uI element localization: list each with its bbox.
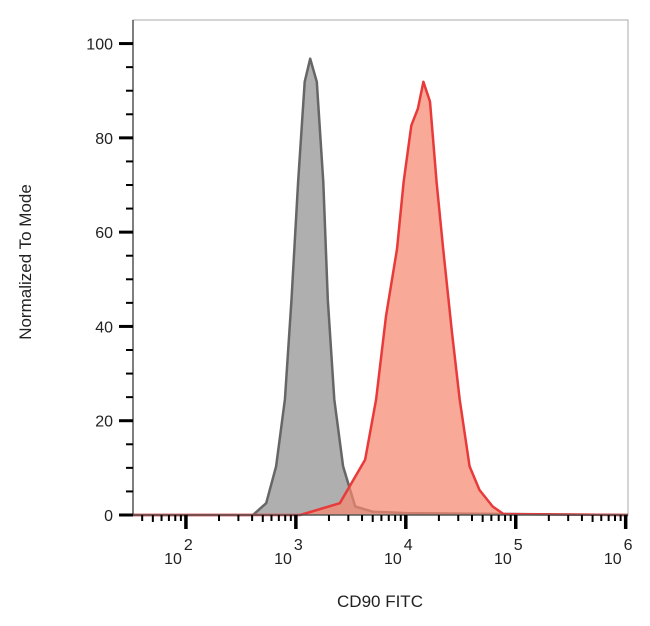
- x-axis-title: CD90 FITC: [337, 592, 423, 611]
- y-tick-label: 20: [95, 414, 113, 431]
- y-tick-label: 60: [95, 225, 113, 242]
- series-layer: [133, 57, 629, 517]
- x-tick-label: 10: [494, 551, 512, 568]
- x-tick-exponent: 4: [404, 537, 413, 554]
- series-2-fill: [133, 81, 628, 516]
- y-tick-label: 0: [104, 508, 113, 525]
- x-tick-exponent: 6: [624, 537, 633, 554]
- x-tick-exponent: 2: [184, 537, 193, 554]
- y-tick-label: 80: [95, 131, 113, 148]
- x-tick-exponent: 3: [294, 537, 303, 554]
- x-tick-label: 10: [274, 551, 292, 568]
- y-axis-title: Normalized To Mode: [16, 184, 35, 340]
- x-tick-label: 10: [604, 551, 622, 568]
- x-tick-label: 10: [164, 551, 182, 568]
- x-tick-exponent: 5: [514, 537, 523, 554]
- series-2-line: [133, 80, 629, 517]
- y-tick-label: 40: [95, 319, 113, 336]
- y-tick-label: 100: [86, 37, 113, 54]
- x-tick-label: 10: [384, 551, 402, 568]
